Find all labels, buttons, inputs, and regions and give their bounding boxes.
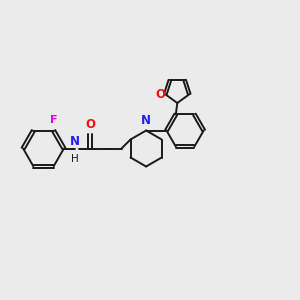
Text: F: F [50,116,58,125]
Text: O: O [155,88,165,101]
Text: O: O [85,118,95,130]
Text: N: N [141,114,151,127]
Text: N: N [70,135,80,148]
Text: H: H [71,154,79,164]
